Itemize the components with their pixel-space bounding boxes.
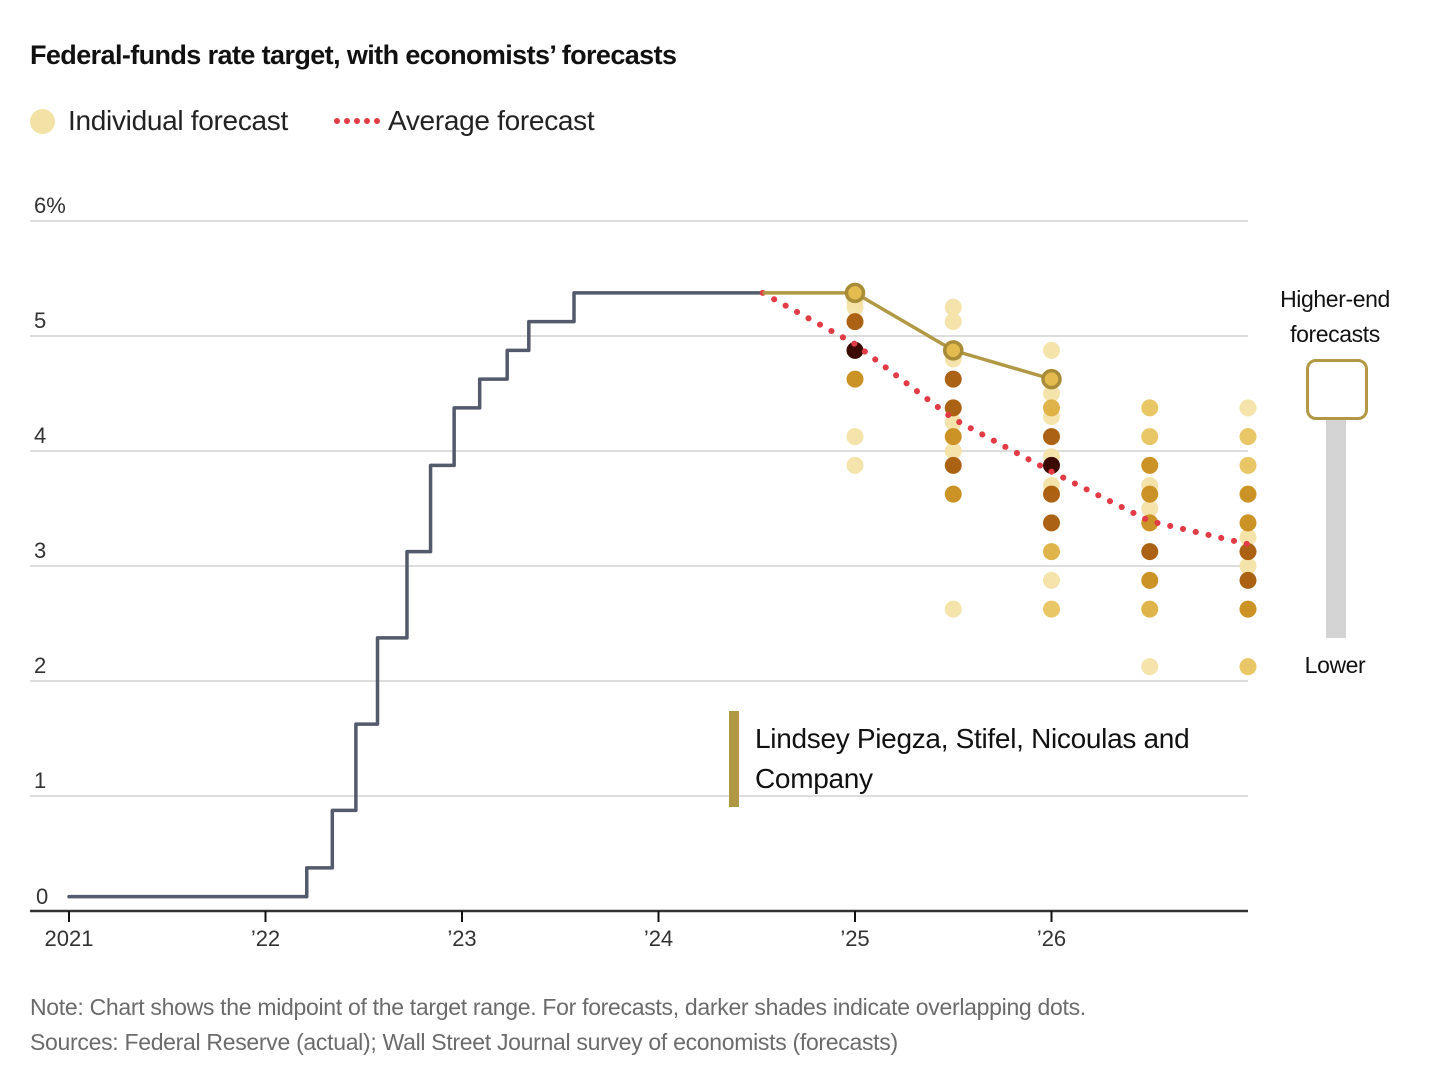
footer-sources: Sources: Federal Reserve (actual); Wall …: [30, 1029, 898, 1055]
forecast-dot: [944, 370, 962, 388]
forecast-dot: [1043, 485, 1060, 503]
x-axis: 2021 ’22 ’23 ’24 ’25 ’26: [30, 909, 1248, 951]
forecast-dot: [944, 442, 962, 460]
forecast-dot: [1141, 500, 1159, 517]
x-tick-label: ’23: [447, 926, 476, 951]
y-tick-label: 2: [34, 653, 46, 678]
highlight-annotation: Lindsey Piegza, Stifel, Nicoulas and Com…: [729, 711, 1225, 807]
y-tick-label: 1: [34, 768, 46, 793]
x-tick-label: 2021: [45, 926, 94, 951]
slider-top-label-line2: forecasts: [1290, 321, 1380, 347]
forecast-dot: [1239, 571, 1257, 589]
y-tick-label: 3: [34, 538, 46, 563]
forecast-dot: [1239, 557, 1257, 575]
highlight-forecast-marker: [943, 340, 964, 361]
forecast-dot: [944, 313, 962, 331]
gridlines: [30, 220, 1248, 797]
y-tick-label: 0: [36, 884, 48, 909]
x-tick-label: ’22: [251, 926, 280, 951]
forecast-dot: [1043, 399, 1060, 417]
slider-top-label: Higher-end forecasts: [1270, 282, 1400, 352]
forecast-dot: [846, 313, 864, 331]
forecast-dot: [846, 456, 864, 474]
legend: Individual forecast Average forecast: [30, 105, 640, 137]
individual-forecast-dots: [846, 284, 1257, 676]
highlight-forecast-line: [762, 291, 1052, 381]
forecast-dot: [944, 485, 962, 503]
average-forecast-swatch-icon: [333, 118, 380, 124]
forecast-dot: [1239, 600, 1257, 618]
forecast-dot: [1141, 600, 1159, 618]
forecast-dot: [846, 298, 864, 316]
forecast-dot: [1141, 543, 1159, 561]
y-axis-labels: 0 1 2 3 4 5 6%: [34, 193, 66, 909]
forecast-dot: [1239, 543, 1257, 561]
forecast-dot: [944, 413, 962, 431]
y-tick-label: 6%: [34, 193, 66, 218]
individual-forecast-swatch-icon: [30, 108, 55, 134]
actual-rate-line: [67, 291, 765, 899]
forecast-dot: [1239, 658, 1257, 676]
chart-title: Federal-funds rate target, with economis…: [30, 40, 677, 70]
forecast-dot: [1141, 658, 1159, 676]
forecast-dot: [1239, 428, 1257, 446]
legend-label-average: Average forecast: [387, 105, 595, 136]
forecast-dot: [1141, 571, 1159, 589]
slider-top-label-line1: Higher-end: [1280, 286, 1390, 312]
highlight-forecast-marker: [1041, 368, 1062, 390]
forecast-dot: [1141, 428, 1159, 446]
footer-note: Note: Chart shows the midpoint of the ta…: [30, 994, 1086, 1020]
annotation-bar: [729, 711, 739, 807]
forecast-dot: [1239, 514, 1257, 532]
forecast-dot: [1043, 385, 1060, 402]
footer: Note: Chart shows the midpoint of the ta…: [30, 990, 1086, 1060]
forecast-dot: [1043, 600, 1060, 618]
legend-item-average: Average forecast: [333, 105, 595, 137]
forecast-dot: [1043, 543, 1060, 561]
highlight-forecast-marker: [844, 282, 866, 304]
forecast-dot: [846, 428, 864, 446]
forecast-dot: [1043, 571, 1060, 589]
legend-label-individual: Individual forecast: [68, 105, 288, 136]
forecast-dot: [1239, 399, 1257, 417]
x-tick-label: ’26: [1037, 926, 1066, 951]
forecast-dot: [1043, 428, 1060, 446]
forecast-dot: [1141, 399, 1159, 417]
x-tick-label: ’24: [644, 926, 673, 951]
forecast-dot: [944, 600, 962, 618]
forecast-dot: [1043, 456, 1060, 474]
legend-item-individual: Individual forecast: [30, 105, 288, 137]
forecast-dot: [1239, 456, 1257, 474]
annotation-text: Lindsey Piegza, Stifel, Nicoulas and Com…: [755, 723, 1190, 794]
forecast-dot: [1239, 528, 1257, 546]
y-tick-label: 5: [34, 308, 46, 333]
forecast-dot: [1141, 485, 1159, 503]
y-tick-label: 4: [34, 423, 46, 448]
series-lines: [67, 282, 1251, 899]
forecast-dot: [944, 428, 962, 446]
forecast-dot: [944, 456, 962, 474]
forecast-dot: [1043, 341, 1060, 359]
forecast-dot: [1141, 456, 1159, 474]
forecast-dot: [846, 341, 864, 359]
x-tick-label: ’25: [840, 926, 869, 951]
forecast-dot: [944, 298, 962, 316]
forecast-dot: [1239, 485, 1257, 503]
average-forecast-line: [759, 289, 1251, 548]
forecast-dot: [846, 370, 864, 388]
forecast-slider-handle[interactable]: [1306, 359, 1368, 420]
forecast-slider-track[interactable]: [1326, 410, 1346, 638]
forecast-dot: [1043, 514, 1060, 532]
slider-bottom-label: Lower: [1304, 652, 1366, 678]
